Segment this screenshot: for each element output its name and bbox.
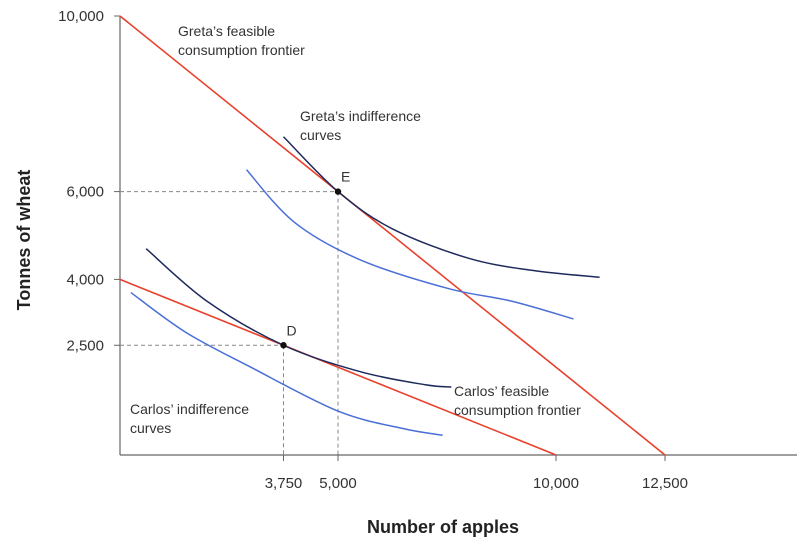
point-e xyxy=(334,188,342,195)
x-tick-label: 5,000 xyxy=(319,475,357,492)
feasible-frontiers xyxy=(119,15,666,456)
greta-indifference-curve xyxy=(245,169,574,320)
carlos-indifference-curve xyxy=(145,248,452,388)
carlos-frontier-label-line1: Carlos’ feasible xyxy=(454,383,549,399)
y-tick-label: 6,000 xyxy=(66,184,104,201)
x-tick-label: 3,750 xyxy=(265,475,303,492)
greta-frontier-label-line2: consumption frontier xyxy=(178,42,305,58)
y-axis-title: Tonnes of wheat xyxy=(14,170,34,311)
carlos-frontier-line xyxy=(119,278,557,456)
point-label-e: E xyxy=(341,169,350,185)
y-tick-label: 2,500 xyxy=(66,337,104,354)
equilibrium-points: ED xyxy=(280,169,350,349)
greta-frontier-line xyxy=(119,15,666,456)
y-tick-label: 10,000 xyxy=(58,8,104,25)
point-d xyxy=(280,342,287,349)
axis-ticks: 10,000 6,000 4,000 2,500 3,750 5,000 10,000 12,… xyxy=(58,8,688,492)
x-tick-label: 12,500 xyxy=(642,475,688,492)
greta-indifference-label-line2: curves xyxy=(300,127,341,143)
greta-indifference-label-line1: Greta’s indifference xyxy=(300,108,421,124)
y-tick-label: 4,000 xyxy=(66,271,104,288)
x-axis-title: Number of apples xyxy=(367,517,519,537)
carlos-indifference-curve xyxy=(130,291,443,436)
indifference-curves xyxy=(130,136,600,436)
point-label-d: D xyxy=(287,322,297,338)
carlos-frontier-label-line2: consumption frontier xyxy=(454,402,581,418)
greta-frontier-label-line1: Greta’s feasible xyxy=(178,23,275,39)
carlos-indifference-label-line2: curves xyxy=(130,420,171,436)
x-tick-label: 10,000 xyxy=(533,475,579,492)
greta-indifference-curve xyxy=(282,136,600,278)
carlos-indifference-label-line1: Carlos’ indifference xyxy=(130,401,249,417)
